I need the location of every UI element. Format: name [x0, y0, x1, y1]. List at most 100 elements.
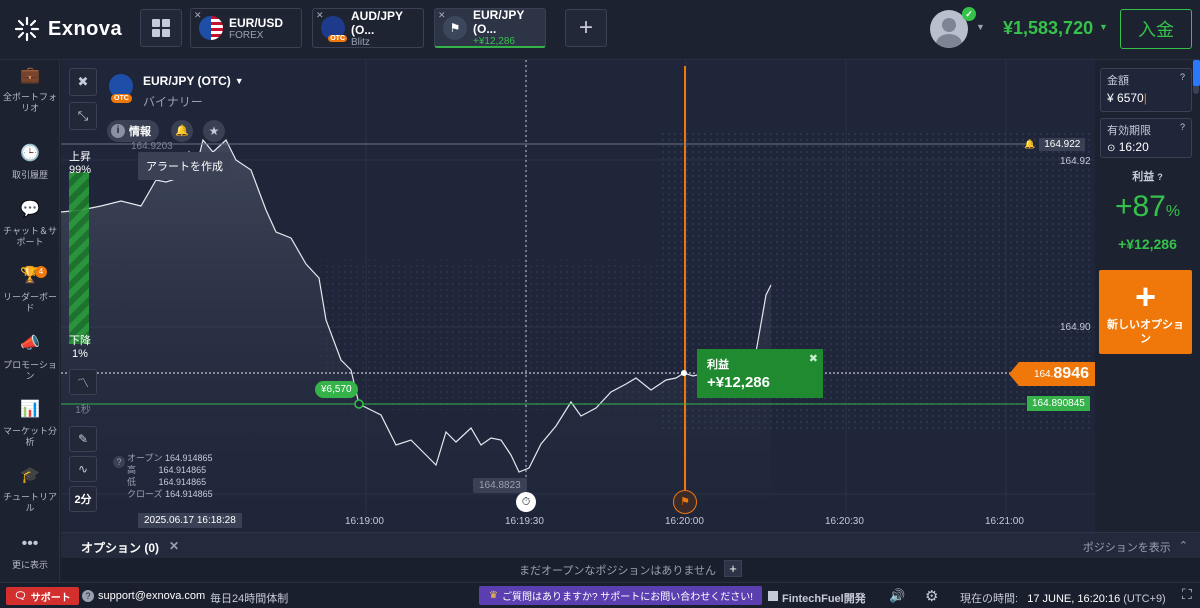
add-position-button[interactable]: + — [724, 560, 742, 577]
support-button[interactable]: 🗨 サポート — [6, 587, 79, 605]
timezone: (UTC+9) — [1123, 593, 1166, 605]
positions-panel: まだオープンなポジションはありません + — [61, 558, 1200, 580]
up-pct: 99% — [69, 164, 92, 176]
up-label: 上昇 — [69, 151, 92, 163]
finish-flag-icon: ⚑ — [673, 490, 697, 514]
amount-field[interactable]: 金額? ¥ 6570| — [1100, 68, 1192, 112]
assets-grid-button[interactable] — [140, 9, 182, 47]
tab-aud-jpy[interactable]: ✕ OTC AUD/JPY (O... Blitz — [312, 8, 424, 48]
chart-type-button[interactable]: 〽 — [69, 369, 97, 395]
sidebar-item-more[interactable]: ••• 更に表示 — [0, 536, 60, 571]
speaker-icon[interactable]: 🔊 — [889, 588, 906, 603]
briefcase-icon: 💼 — [20, 67, 40, 84]
footer: 🗨 サポート ? support@exnova.com 毎日24時間体制 ♛ ご質問は… — [0, 582, 1200, 608]
sidebar-item-promotion[interactable]: 📣 プロモーション — [0, 336, 60, 382]
current-point — [681, 370, 687, 376]
amount-label: 金額 — [1107, 75, 1129, 87]
chart-icon: 📊 — [20, 401, 40, 418]
support-email[interactable]: ? support@exnova.com — [82, 590, 205, 602]
sentiment-down: 下降 1% — [69, 335, 91, 361]
tab-sub: FOREX — [229, 29, 264, 41]
new-option-button[interactable]: + 新しいオプション — [1099, 270, 1192, 354]
sidebar-item-history[interactable]: 🕒 取引履歴 — [0, 145, 60, 181]
ohlc-label: クローズ — [127, 489, 163, 499]
down-pct: 1% — [72, 348, 88, 360]
chat-icon: 🗨 — [14, 590, 27, 602]
indicator-button[interactable]: ∿ — [69, 456, 97, 482]
close-icon[interactable]: ✖ — [808, 353, 818, 365]
close-chart-button[interactable]: ✖ — [69, 68, 97, 96]
deposit-button[interactable]: 入金 — [1120, 9, 1192, 49]
tab-sub: Blitz — [351, 36, 370, 48]
help-icon[interactable]: ? — [1179, 122, 1185, 132]
draw-tool-button[interactable]: ✎ — [69, 426, 97, 452]
avatar[interactable] — [930, 10, 968, 48]
sidebar-item-portfolio[interactable]: 💼 全ポートフォリオ — [0, 67, 60, 114]
trophy-icon: 🏆 — [20, 267, 40, 284]
down-label: 下降 — [69, 335, 91, 347]
fintech-logo-icon — [768, 591, 778, 601]
sidebar: 💼 全ポートフォリオ 🕒 取引履歴 💬 チャット＆サポート 🏆 4 リーダーボード 📣 プロ… — [0, 60, 60, 582]
time-label: 現在の時間: — [960, 593, 1019, 605]
clock-icon: 🕒 — [20, 145, 40, 162]
timeframe[interactable]: 1秒 — [75, 405, 91, 416]
balance-chevron-icon[interactable]: ▼ — [1099, 22, 1108, 32]
pencil-icon: ✎ — [77, 432, 89, 446]
close-tab-icon[interactable]: ✕ — [438, 10, 446, 20]
expiry-field[interactable]: 有効期限? ⊙ 16:20 — [1100, 118, 1192, 158]
close-tab-icon[interactable]: ✕ — [316, 10, 324, 20]
notification-badge: 4 — [35, 266, 47, 278]
asset-selector[interactable]: EUR/JPY (OTC) ▼ — [143, 74, 244, 88]
plus-icon: + — [729, 561, 737, 576]
favorite-button[interactable]: ★ — [203, 120, 225, 142]
sidebar-item-label: チュートリアル — [2, 492, 57, 513]
show-positions[interactable]: ポジションを表示 ⌃ — [1083, 539, 1188, 555]
help-icon[interactable]: ? — [113, 456, 125, 468]
timer-icon: ⏱ — [516, 492, 536, 512]
time-value: 17 JUNE, 16:20:16 — [1027, 593, 1121, 605]
entry-point — [354, 399, 364, 409]
line-chart-icon: 〽 — [76, 375, 89, 390]
chevron-up-icon: ⌃ — [1178, 540, 1188, 552]
sidebar-item-tutorial[interactable]: 🎓 チュートリアル — [0, 468, 60, 514]
tab-options[interactable]: オプション (0) ✕ — [81, 539, 179, 556]
close-icon[interactable]: ✕ — [169, 539, 180, 553]
info-button[interactable]: i 情報 — [107, 120, 159, 142]
logo[interactable]: Exnova — [14, 16, 122, 42]
sidebar-item-chat[interactable]: 💬 チャット＆サポート — [0, 202, 60, 248]
minimize-chart-button[interactable]: ⤡ — [69, 102, 97, 130]
gear-icon[interactable]: ⚙ — [925, 588, 939, 605]
scroll-indicator[interactable] — [1193, 60, 1200, 86]
help-icon[interactable]: ? — [1157, 172, 1163, 182]
eur-usd-flag-icon — [199, 16, 223, 40]
price-alert-marker[interactable]: 🔔 164.922 — [1024, 137, 1086, 152]
chevron-down-icon[interactable]: ▼ — [976, 22, 985, 32]
ohlc-value: 164.914865 — [158, 465, 207, 475]
tab-eur-jpy[interactable]: ✕ ⚑ EUR/JPY (O... +¥12,286 — [434, 8, 546, 48]
x-tick: 16:19:30 — [505, 516, 544, 527]
sidebar-item-leaderboard[interactable]: 🏆 4 リーダーボード — [0, 266, 60, 314]
profit-popup: 利益 +¥12,286 ✖ — [697, 349, 823, 398]
sidebar-item-market[interactable]: 📊 マーケット分析 — [0, 401, 60, 448]
alert-button[interactable]: 🔔 — [171, 120, 193, 142]
ohlc-panel: オープン 164.914865 高 164.914865 低 164.91486… — [127, 452, 213, 500]
chart-area[interactable]: 上昇 99% 下降 1% ✖ ⤡ OTC EUR/JPY (OTC) ▼ バイナリー … — [61, 60, 1095, 532]
amount-input[interactable]: 6570 — [1117, 91, 1144, 105]
period-button[interactable]: 2分 — [69, 486, 97, 512]
help-icon[interactable]: ? — [1179, 72, 1185, 82]
add-tab-button[interactable]: + — [565, 9, 607, 47]
expiry-value: 16:20 — [1118, 140, 1149, 154]
info-label: 情報 — [129, 126, 151, 138]
fintech-link[interactable]: FintechFuel開発 — [768, 590, 866, 606]
price-alert-value: 164.922 — [1039, 138, 1086, 151]
balance[interactable]: ¥1,583,720 — [1003, 18, 1094, 38]
close-tab-icon[interactable]: ✕ — [194, 10, 202, 20]
sidebar-item-label: 取引履歴 — [11, 170, 48, 180]
price-line — [61, 138, 772, 473]
fullscreen-icon[interactable]: ⛶ — [1182, 586, 1192, 602]
ohlc-label: オープン — [127, 453, 163, 463]
options-tab-label: オプション (0) — [81, 541, 160, 555]
clock-icon: ⊙ — [1107, 143, 1116, 154]
tab-eur-usd[interactable]: ✕ EUR/USD FOREX — [190, 8, 302, 48]
question-banner[interactable]: ♛ ご質問はありますか? サポートにお問い合わせください! — [479, 586, 762, 605]
